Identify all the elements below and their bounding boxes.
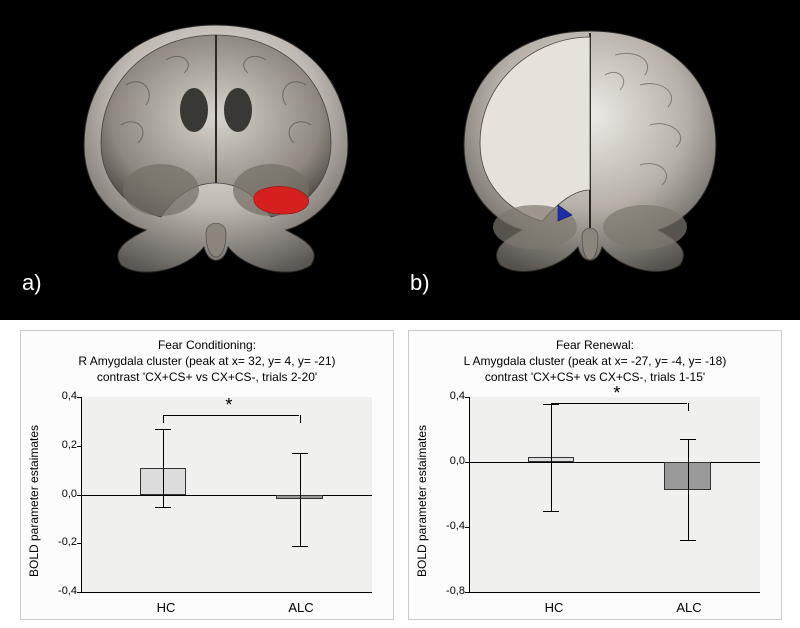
chart-a-title-l3: contrast 'CX+CS+ vs CX+CS-, trials 2-20' [97,370,317,384]
chart-b-title-l2: L Amygdala cluster (peak at x= -27, y= -… [464,354,727,368]
ytick-label: -0,2 [47,536,77,548]
ytick-label: -0,4 [435,520,465,532]
chart-a-title-l1: Fear Conditioning: [158,338,256,352]
chart-a-xlab-hc: HC [136,600,196,615]
panel-a-label: a) [22,270,42,296]
error-cap [155,429,171,430]
error-bar [551,404,552,511]
error-cap [543,511,559,512]
ytick-label: 0,4 [47,390,77,402]
significance-star: * [225,395,232,416]
ytick-mark [465,462,470,463]
ytick-mark [77,543,82,544]
chart-b-xlab-hc: HC [524,600,584,615]
brain-a-ventricle-l [180,88,208,132]
error-bar [688,439,689,540]
brain-panel-background: a) b) [0,0,800,320]
ytick-mark [77,446,82,447]
error-cap [292,546,308,547]
panel-b-label: b) [410,270,430,296]
chart-b-title: Fear Renewal: L Amygdala cluster (peak a… [409,337,781,386]
zero-line [82,495,372,496]
ytick-mark [77,397,82,398]
chart-a-ylabel: BOLD parameter estaimates [27,425,41,577]
error-bar [300,453,301,546]
chart-a-plot: * [81,397,372,593]
chart-b-xlab-alc: ALC [659,600,719,615]
chart-b: Fear Renewal: L Amygdala cluster (peak a… [408,330,782,620]
ytick-mark [77,495,82,496]
ytick-label: -0,8 [435,585,465,597]
ytick-label: 0,0 [47,488,77,500]
error-bar [163,429,164,507]
error-cap [155,507,171,508]
chart-b-ylabel: BOLD parameter estaimates [415,425,429,577]
significance-drop [551,403,552,411]
brain-a [66,15,366,285]
significance-star: * [613,383,620,404]
chart-b-title-l1: Fear Renewal: [556,338,634,352]
brain-a-ventricle-r [224,88,252,132]
figure-root: a) b) [0,0,800,628]
ytick-label: 0,2 [47,439,77,451]
brain-b-svg [440,15,740,285]
ytick-mark [465,527,470,528]
ytick-label: 0,4 [435,390,465,402]
ytick-mark [77,592,82,593]
chart-a-title: Fear Conditioning: R Amygdala cluster (p… [21,337,393,386]
error-cap [292,453,308,454]
significance-drop [688,403,689,411]
significance-drop [300,415,301,423]
chart-a-xlab-alc: ALC [271,600,331,615]
chart-b-plot: * [469,397,760,593]
error-cap [680,439,696,440]
ytick-label: -0,4 [47,585,77,597]
ytick-mark [465,592,470,593]
brain-b [440,15,740,285]
error-cap [680,540,696,541]
chart-a: Fear Conditioning: R Amygdala cluster (p… [20,330,394,620]
ytick-mark [465,397,470,398]
brain-a-temporal-l [123,164,199,216]
significance-drop [163,415,164,423]
ytick-label: 0,0 [435,455,465,467]
brain-b-cerebellum-r [603,205,687,249]
chart-b-title-l3: contrast 'CX+CS+ vs CX+CS-, trials 1-15' [485,370,705,384]
chart-a-title-l2: R Amygdala cluster (peak at x= 32, y= 4,… [78,354,335,368]
brain-a-svg [66,15,366,285]
zero-line [470,462,760,463]
